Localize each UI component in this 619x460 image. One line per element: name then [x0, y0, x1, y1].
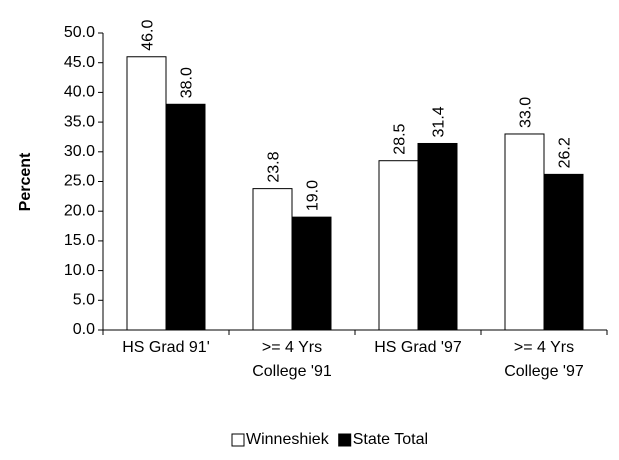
y-axis-label: Percent [17, 152, 34, 211]
value-label: 46.0 [140, 20, 157, 51]
y-tick-label: 40.0 [64, 84, 95, 101]
legend-swatch [338, 433, 352, 447]
y-tick-label: 20.0 [64, 202, 95, 219]
x-tick-label: >= 4 Yrs [262, 339, 322, 356]
bar [417, 142, 458, 331]
x-tick-label: >= 4 Yrs [514, 339, 574, 356]
value-label: 28.5 [392, 123, 409, 154]
y-tick-label: 15.0 [64, 232, 95, 249]
y-tick-label: 5.0 [73, 292, 95, 309]
value-label: 26.2 [557, 137, 574, 168]
value-label: 19.0 [305, 180, 322, 211]
value-label: 33.0 [518, 97, 535, 128]
bar [378, 160, 419, 331]
x-tick-label: HS Grad 91' [122, 339, 210, 356]
y-tick-label: 50.0 [64, 24, 95, 41]
value-label: 23.8 [266, 151, 283, 182]
legend-swatch [231, 433, 245, 447]
y-tick-label: 10.0 [64, 262, 95, 279]
legend-label: State Total [353, 431, 428, 448]
y-tick-label: 30.0 [64, 143, 95, 160]
value-label: 38.0 [179, 67, 196, 98]
bar [291, 216, 332, 331]
y-tick-label: 25.0 [64, 173, 95, 190]
value-label: 31.4 [431, 106, 448, 137]
x-tick-label: HS Grad '97 [374, 339, 462, 356]
x-tick-label: College '97 [504, 363, 584, 380]
y-tick-label: 0.0 [73, 321, 95, 338]
y-tick-label: 45.0 [64, 54, 95, 71]
bar [252, 188, 293, 331]
bar [165, 103, 206, 331]
x-tick-label: College '91 [252, 363, 332, 380]
bar [126, 56, 167, 331]
y-tick-label: 35.0 [64, 113, 95, 130]
bar [504, 133, 545, 331]
legend-label: Winneshiek [246, 431, 330, 448]
bar [543, 173, 584, 331]
